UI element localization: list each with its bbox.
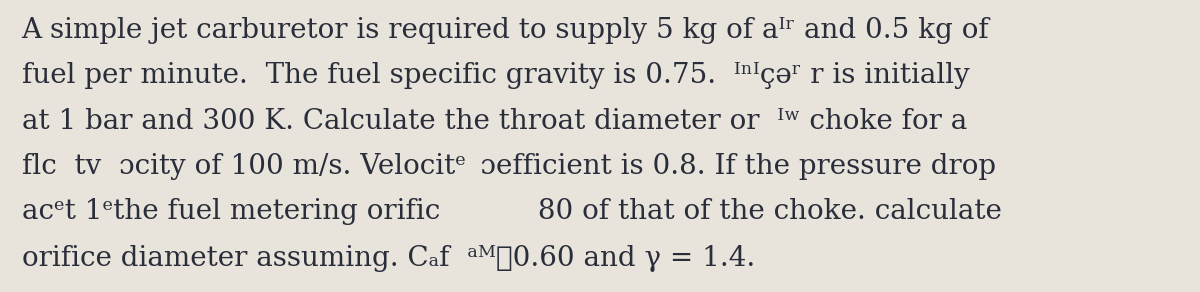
Text: A simple jet carburetor is required to supply 5 kg of aᴵʳ and 0.5 kg of: A simple jet carburetor is required to s… <box>22 17 989 44</box>
Text: fuel per minute.  The fuel specific gravity is 0.75.  ᴵⁿᴵçəʳ r is initially: fuel per minute. The fuel specific gravi… <box>22 62 970 89</box>
Text: flc  tv  ɔcity of 100 m/s. Velocitᵉ  ɔefficient is 0.8. If the pressure drop: flc tv ɔcity of 100 m/s. Velocitᵉ ɔeffic… <box>22 153 996 180</box>
Text: at 1 bar and 300 K. Calculate the throat diameter or  ᴵʷ choke for a: at 1 bar and 300 K. Calculate the throat… <box>22 108 967 135</box>
Text: acᵉt 1ᵉthe fuel metering orific           80 of that of the choke. calculate: acᵉt 1ᵉthe fuel metering orific 80 of th… <box>22 198 1002 225</box>
Text: orifice diameter assuming. Cₐf  ᵃᴹ⃣0.60 and γ = 1.4.: orifice diameter assuming. Cₐf ᵃᴹ⃣0.60 a… <box>22 245 755 272</box>
